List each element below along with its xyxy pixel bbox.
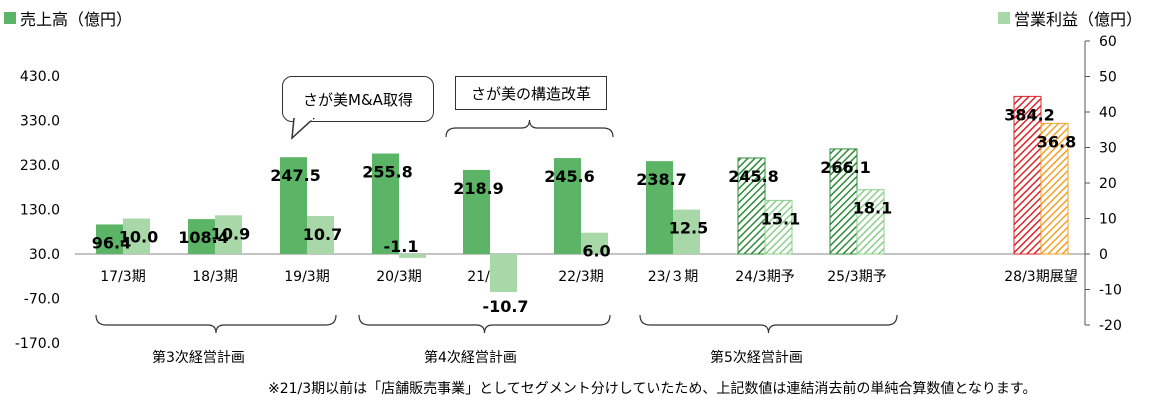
profit-data-label: 10.7 [303, 225, 342, 244]
profit-bar [764, 199, 793, 255]
sales-data-label: 384.2 [1004, 105, 1055, 124]
sales-bar [463, 169, 490, 254]
sales-data-label: 266.1 [820, 158, 871, 177]
footnote: ※21/3期以前は「店舗販売事業」としてセグメント分けしていたため、上記数値は連… [268, 381, 1037, 397]
sales-data-label: 108.4 [178, 228, 229, 247]
profit-bar [215, 215, 242, 254]
right-tick-label: 10 [1099, 212, 1117, 228]
plan-bracket [358, 314, 611, 334]
legend-profit-swatch [998, 12, 1010, 24]
left-tick-label: 430.0 [20, 69, 60, 85]
profit-data-label: 18.1 [853, 199, 892, 218]
profit-data-label: -1.1 [384, 237, 419, 256]
profit-data-label: 12.5 [669, 219, 708, 238]
left-tick-label: 230.0 [20, 158, 60, 174]
sales-bar [646, 161, 673, 254]
legend-profit: 営業利益（億円） [998, 6, 1142, 30]
profit-data-label: 10.0 [119, 228, 158, 247]
acquisition-callout: さが美M&A取得 [282, 76, 434, 122]
legend-profit-label: 営業利益（億円） [1014, 10, 1143, 29]
profit-bar [123, 218, 150, 254]
sales-data-label: 247.5 [270, 166, 321, 185]
left-tick-label: 330.0 [20, 114, 60, 130]
category-label: 22/3期 [558, 269, 603, 285]
acquisition-callout-tail [291, 118, 316, 140]
right-tick-label: 30 [1099, 141, 1117, 157]
profit-bar [673, 209, 700, 254]
sales-bar [829, 148, 858, 255]
category-label: 19/3期 [284, 269, 329, 285]
sales-bar [96, 224, 123, 254]
left-tick-label: 130.0 [20, 203, 60, 219]
sales-data-label: 245.6 [544, 167, 595, 186]
profit-data-label: 36.8 [1037, 132, 1076, 151]
right-tick-label: 50 [1099, 70, 1117, 86]
sales-bar [188, 219, 215, 254]
legend-sales-swatch [4, 12, 16, 24]
restructuring-bracket [445, 119, 614, 138]
sales-data-label: 218.9 [453, 179, 504, 198]
profit-bar [307, 216, 334, 254]
right-tick-label: -20 [1099, 318, 1122, 334]
plan-label-3: 第3次経営計画 [152, 350, 245, 366]
profit-data-label: 10.9 [211, 224, 250, 243]
profit-bar [399, 254, 426, 258]
right-tick-label: -10 [1099, 283, 1122, 299]
sales-data-label: 255.8 [362, 163, 413, 182]
category-label: 24/3期予 [735, 269, 794, 285]
legend-sales: 売上高（億円） [4, 6, 132, 30]
profit-data-label: 15.1 [761, 209, 800, 228]
sales-bar [554, 158, 581, 254]
sales-bar [737, 157, 766, 255]
sales-bar [280, 157, 307, 254]
sales-data-label: 245.8 [728, 167, 779, 186]
category-label: 18/3期 [192, 269, 237, 285]
category-label: 23/３期 [648, 269, 699, 285]
category-label: 17/3期 [100, 269, 145, 285]
sales-bar [1013, 95, 1042, 255]
plan-bracket [95, 314, 337, 334]
profit-bar [1040, 122, 1069, 255]
left-tick-label: -70.0 [24, 292, 60, 308]
plan-label-4: 第4次経営計画 [424, 350, 517, 366]
plan-label-5: 第5次経営計画 [710, 350, 803, 366]
left-tick-label: 30.0 [29, 247, 60, 263]
sales-data-label: 96.4 [92, 233, 131, 252]
right-tick-label: 0 [1099, 247, 1108, 263]
right-tick-label: 60 [1099, 34, 1117, 50]
category-label: 28/3期展望 [1004, 269, 1077, 285]
category-label: 20/3期 [376, 269, 421, 285]
acquisition-callout-text: さが美M&A取得 [303, 90, 413, 109]
legend-sales-label: 売上高（億円） [20, 10, 133, 29]
left-tick-label: -170.0 [15, 336, 60, 352]
sales-data-label: 238.7 [636, 170, 687, 189]
profit-data-label: -10.7 [482, 297, 528, 316]
restructuring-callout: さが美の構造改革 [455, 76, 607, 110]
profit-data-label: 6.0 [582, 242, 610, 261]
profit-bar [856, 189, 885, 255]
right-tick-label: 40 [1099, 105, 1117, 121]
restructuring-callout-text: さが美の構造改革 [470, 84, 591, 103]
profit-bar [490, 254, 517, 292]
plan-bracket [639, 314, 898, 334]
profit-bar [581, 232, 608, 254]
sales-bar [372, 153, 399, 254]
right-tick-label: 20 [1099, 176, 1117, 192]
category-label: 25/3期予 [827, 269, 886, 285]
